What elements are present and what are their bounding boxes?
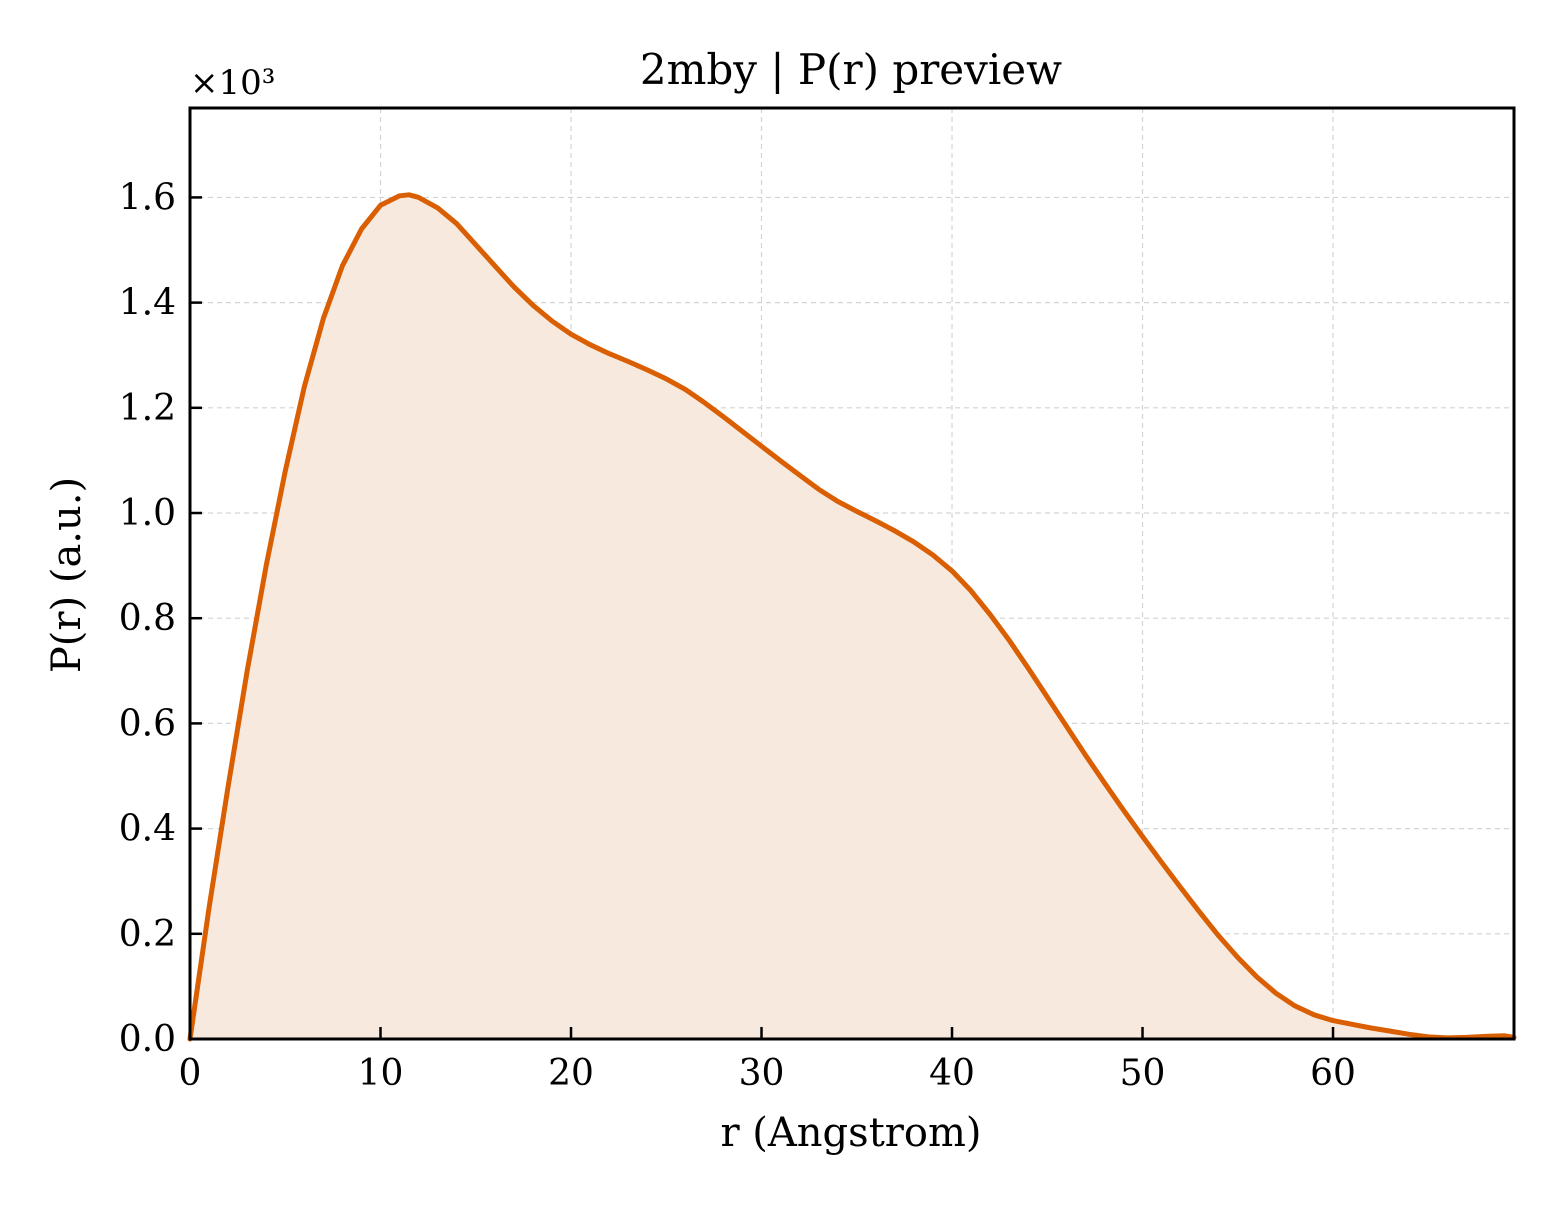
x-tick-label: 40 bbox=[929, 1053, 975, 1094]
series-line bbox=[187, 192, 1517, 1042]
y-tick-label: 1.6 bbox=[119, 177, 176, 218]
plot-frame bbox=[188, 106, 1516, 1041]
y-axis-title: P(r) (a.u.) bbox=[44, 477, 90, 673]
x-tick-label: 60 bbox=[1310, 1053, 1356, 1094]
tick-marks bbox=[188, 196, 1335, 1041]
x-tick-label: 50 bbox=[1120, 1053, 1166, 1094]
y-tick-label: 1.2 bbox=[119, 388, 176, 429]
x-axis-title: r (Angstrom) bbox=[720, 1110, 981, 1156]
y-tick-label: 0.2 bbox=[119, 914, 176, 955]
x-tick-label: 30 bbox=[739, 1053, 785, 1094]
y-tick-label: 0.8 bbox=[119, 598, 176, 639]
x-tick-label: 0 bbox=[179, 1053, 202, 1094]
y-tick-labels: 0.0 0.2 0.4 0.6 0.8 1.0 1.2 1.4 1.6 bbox=[119, 177, 176, 1060]
x-tick-label: 20 bbox=[548, 1053, 594, 1094]
y-axis-multiplier: ×10³ bbox=[190, 63, 275, 103]
area-fill bbox=[190, 194, 1514, 1040]
chart-title: 2mby | P(r) preview bbox=[640, 45, 1062, 94]
x-tick-label: 10 bbox=[358, 1053, 404, 1094]
y-tick-label: 0.4 bbox=[119, 809, 176, 850]
y-tick-label: 1.0 bbox=[119, 493, 176, 534]
y-tick-label: 1.4 bbox=[119, 283, 176, 324]
y-tick-label: 0.0 bbox=[119, 1019, 176, 1060]
y-tick-label: 0.6 bbox=[119, 703, 176, 744]
x-tick-labels: 0 10 20 30 40 50 60 bbox=[179, 1053, 1356, 1094]
